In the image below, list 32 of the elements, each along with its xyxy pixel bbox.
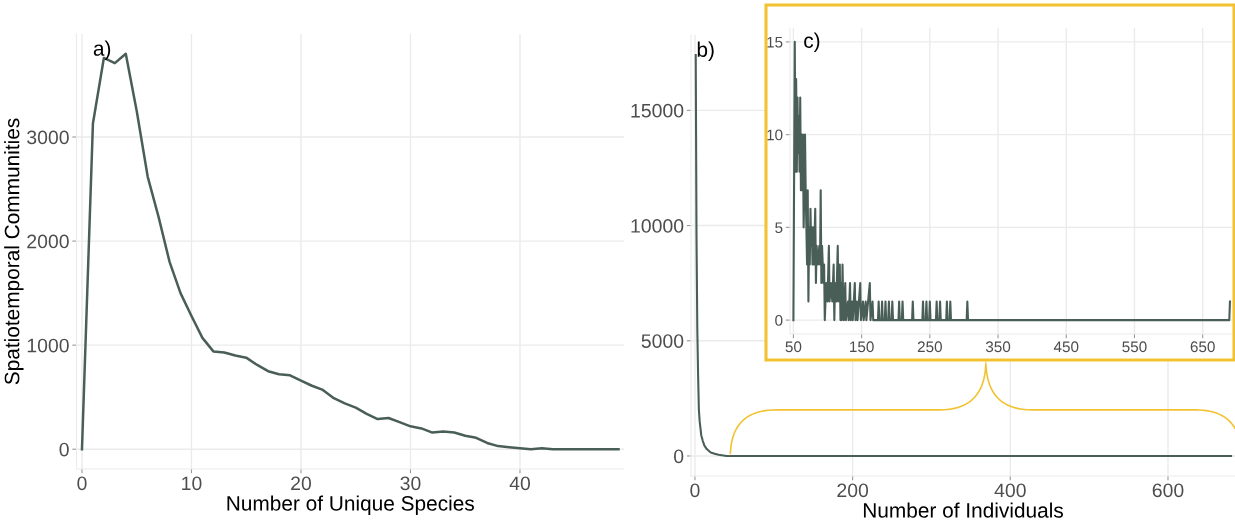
x-tick-label: 150	[850, 341, 874, 353]
y-tick-label: 0	[674, 449, 684, 464]
x-tick-label: 50	[785, 341, 802, 353]
y-tick-label: 5000	[641, 334, 684, 348]
y-tick-label: 0	[775, 314, 783, 326]
y-tick-label: 3000	[27, 130, 69, 145]
x-tick-label: 350	[985, 341, 1011, 353]
y-axis-title: Spatiotemporal Communities	[4, 118, 24, 385]
x-tick-label: 650	[1190, 341, 1215, 353]
x-tick-label: 250	[917, 341, 942, 353]
x-tick-label: 600	[1152, 483, 1184, 498]
x-tick-label: 450	[1053, 341, 1079, 353]
x-tick-label: 0	[690, 483, 700, 498]
y-tick-label: 5	[775, 222, 783, 234]
x-tick-label: 20	[291, 476, 312, 491]
y-tick-label: 15000	[631, 103, 684, 118]
y-tick-label: 0	[59, 442, 69, 457]
x-tick-label: 550	[1122, 341, 1147, 353]
x-axis-title: Number of Unique Species	[227, 495, 474, 515]
x-tick-label: 0	[77, 476, 87, 491]
x-tick-label: 10	[182, 476, 202, 491]
x-tick-label: 200	[837, 483, 869, 498]
x-tick-label: 400	[994, 483, 1026, 498]
y-tick-label: 1000	[27, 338, 69, 353]
y-tick-label: 10000	[631, 219, 684, 233]
annotation: b)	[697, 41, 714, 62]
y-tick-label: 2000	[27, 234, 69, 249]
x-tick-label: 30	[400, 476, 421, 491]
x-axis-title: Number of Individuals	[863, 502, 1063, 518]
annotation: c)	[804, 32, 820, 52]
x-tick-label: 40	[509, 476, 531, 491]
annotation: a)	[93, 40, 111, 60]
